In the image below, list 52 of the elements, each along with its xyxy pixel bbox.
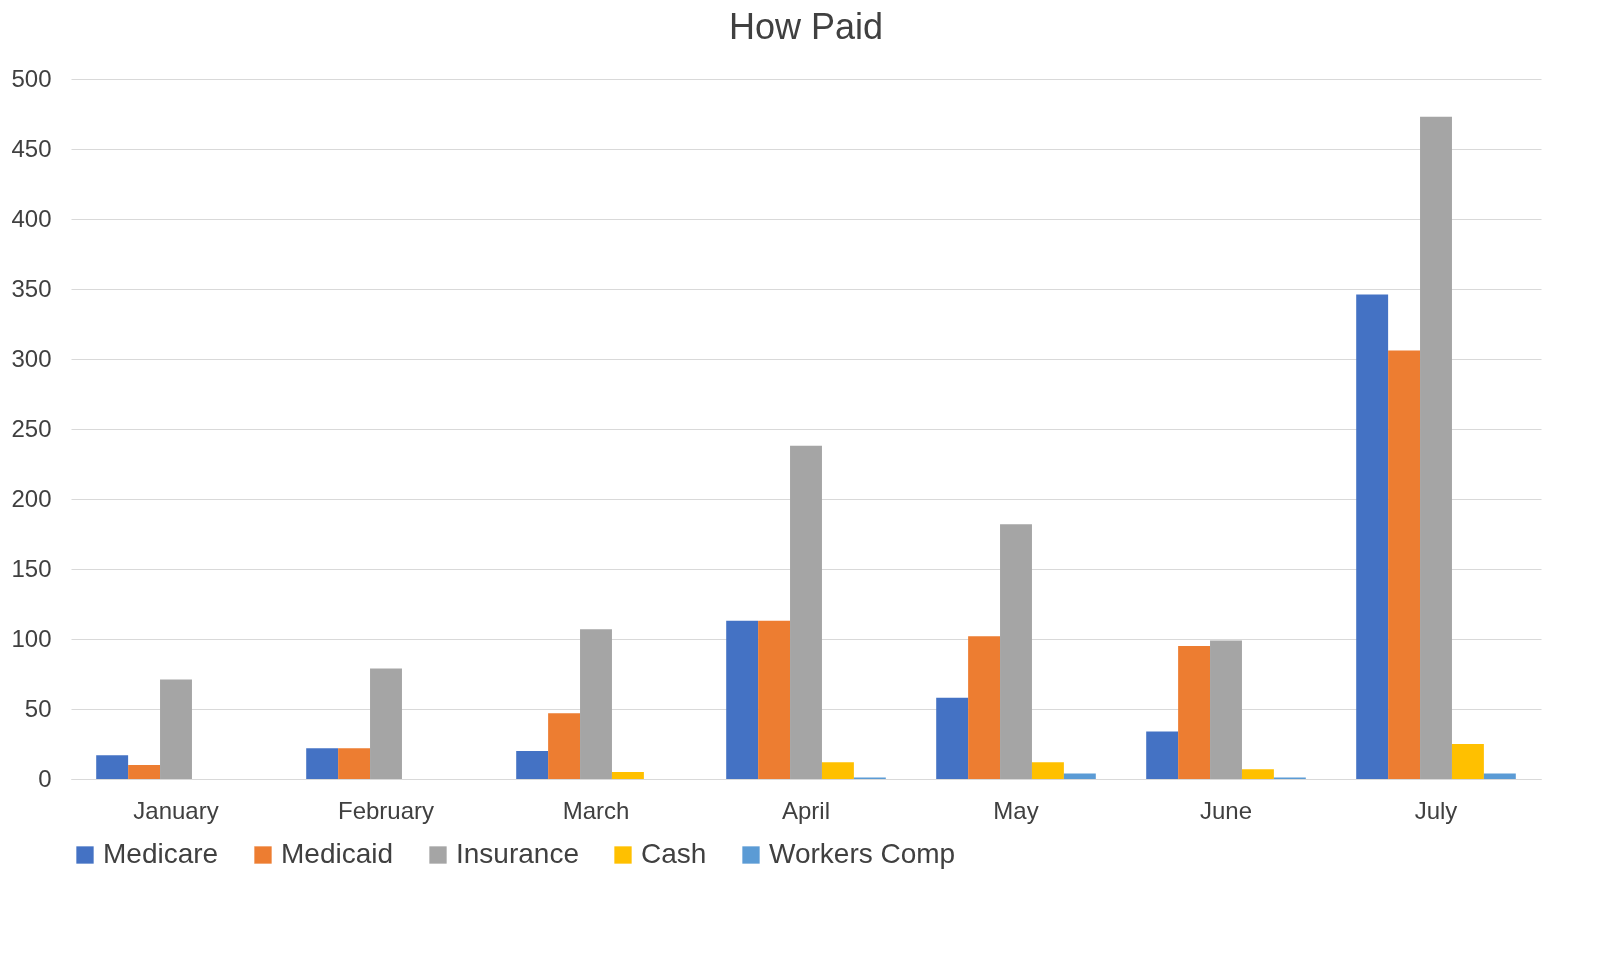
y-tick-label: 200	[11, 484, 52, 512]
legend-label: Medicaid	[281, 838, 394, 869]
bar	[1210, 640, 1242, 779]
y-tick-label: 500	[11, 64, 52, 92]
bar	[1241, 769, 1274, 779]
x-tick-label: May	[993, 796, 1039, 824]
x-tick-label: July	[1414, 796, 1458, 824]
bar	[1063, 773, 1096, 779]
bar	[821, 762, 854, 779]
bar	[160, 679, 192, 779]
legend-label: Insurance	[456, 838, 579, 869]
bar	[611, 772, 644, 779]
y-tick-label: 0	[38, 764, 52, 792]
x-tick-label: March	[562, 796, 630, 824]
x-tick-label: April	[781, 796, 831, 824]
y-tick-label: 450	[11, 134, 52, 162]
y-tick-label: 150	[11, 554, 52, 582]
bar	[1451, 744, 1484, 779]
bar	[548, 713, 581, 779]
bar	[96, 755, 129, 779]
bar	[1031, 762, 1064, 779]
bar	[1356, 294, 1389, 779]
y-tick-label: 300	[11, 344, 52, 372]
bar	[1178, 646, 1211, 779]
chart-title: How Paid	[728, 6, 884, 47]
bar	[580, 629, 612, 779]
y-tick-label: 250	[11, 414, 52, 442]
bar	[516, 751, 549, 779]
bar	[758, 620, 791, 779]
bar	[1388, 350, 1421, 779]
bar	[1420, 116, 1452, 779]
legend-label: Medicare	[103, 838, 219, 869]
bar	[128, 765, 161, 779]
x-tick-label: June	[1199, 796, 1253, 824]
x-tick-label: February	[337, 796, 435, 824]
bar	[790, 445, 822, 779]
bar	[370, 668, 402, 779]
bar	[726, 620, 759, 779]
y-tick-label: 400	[11, 204, 52, 232]
bar	[1000, 524, 1032, 779]
bar	[338, 748, 371, 779]
legend-label: Cash	[641, 838, 707, 869]
y-tick-label: 50	[24, 694, 52, 722]
legend-label: Workers Comp	[769, 838, 956, 869]
bar	[1483, 773, 1516, 779]
y-tick-label: 350	[11, 274, 52, 302]
bar	[936, 697, 969, 779]
bar	[968, 636, 1001, 779]
x-tick-label: January	[133, 796, 219, 824]
y-tick-label: 100	[11, 624, 52, 652]
bar	[1146, 731, 1179, 779]
bar	[306, 748, 339, 779]
